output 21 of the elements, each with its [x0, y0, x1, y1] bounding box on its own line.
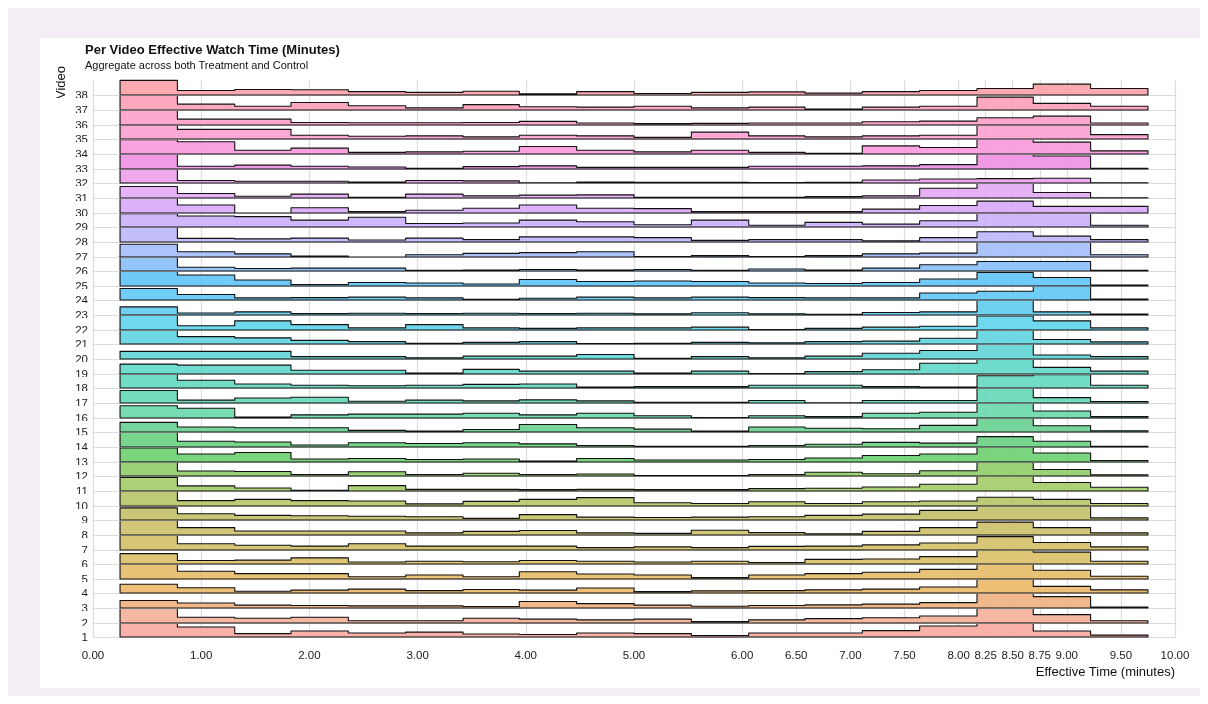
- chart-title: Per Video Effective Watch Time (Minutes): [85, 42, 340, 57]
- x-tick-label: 9.00: [1055, 649, 1078, 662]
- x-tick-label: 0.00: [81, 649, 105, 662]
- x-tick-label: 7.50: [893, 649, 916, 662]
- x-tick-label: 8.00: [947, 649, 970, 662]
- x-tick-label: 7.00: [839, 649, 862, 662]
- x-tick-label: 3.00: [406, 649, 429, 662]
- x-tick-label: 6.50: [785, 649, 808, 662]
- x-tick-label: 10.00: [1160, 649, 1190, 662]
- x-tick-label: 8.50: [1001, 649, 1024, 662]
- x-tick-label: 6.00: [731, 649, 754, 662]
- text: 1: [81, 631, 88, 644]
- x-tick-label: 8.75: [1028, 649, 1051, 662]
- x-tick-label: 2.00: [298, 649, 321, 662]
- x-tick-label: 8.25: [974, 649, 997, 662]
- x-axis-title: Effective Time (minutes): [1035, 664, 1175, 680]
- x-tick-label: 5.00: [622, 649, 646, 662]
- x-tick-label: 1.00: [190, 649, 213, 662]
- x-tick-label: 4.00: [514, 649, 537, 662]
- chart-subtitle: Aggregate across both Treatment and Control: [85, 58, 309, 71]
- x-tick-label: 9.50: [1109, 649, 1133, 662]
